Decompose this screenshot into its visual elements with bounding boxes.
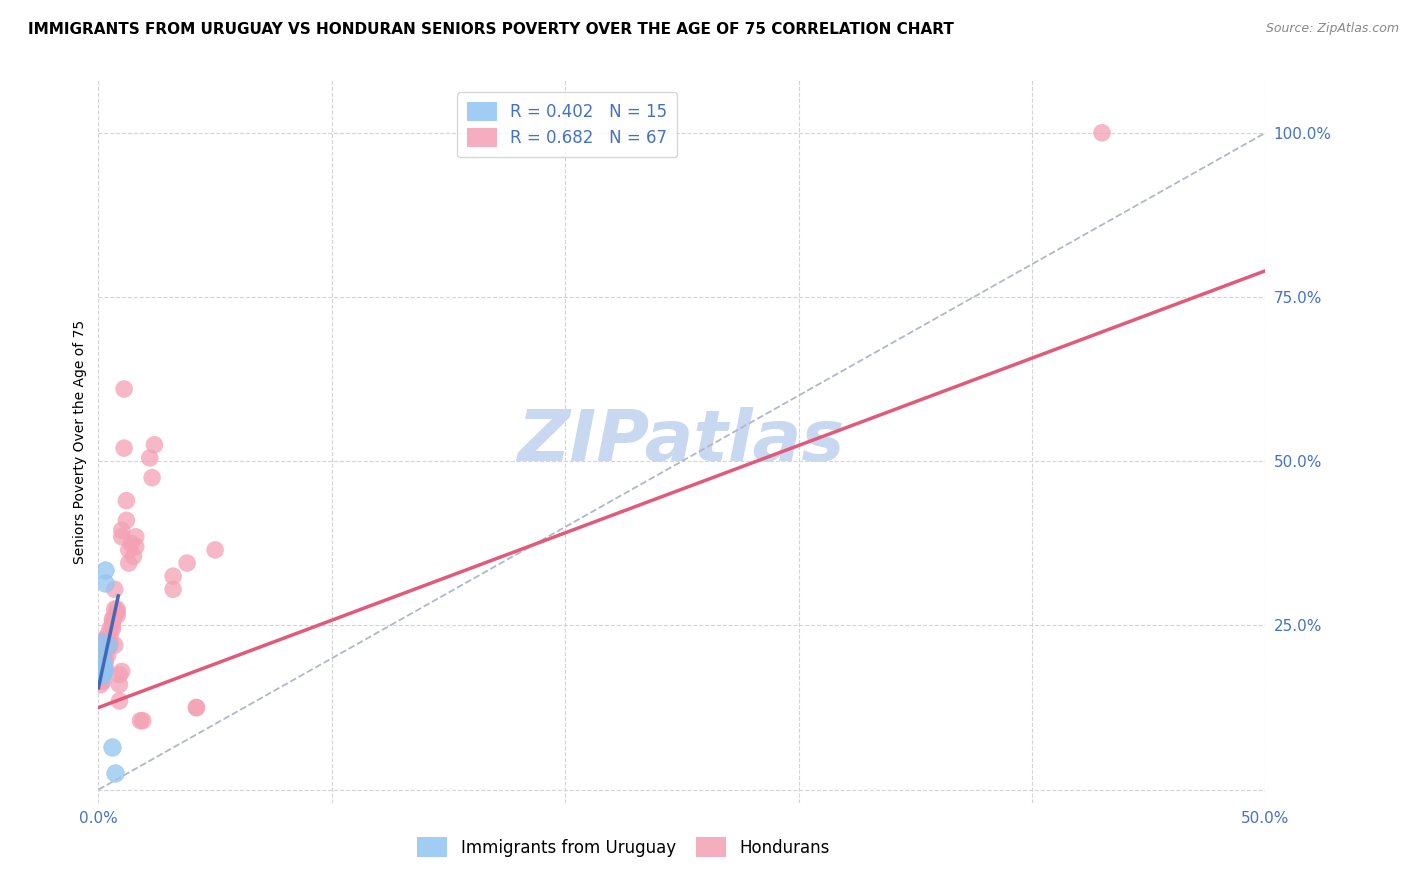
Point — [101, 615, 124, 630]
Point — [91, 655, 114, 669]
Point — [112, 441, 135, 455]
Point — [111, 523, 134, 537]
Point — [91, 661, 114, 675]
Point — [108, 694, 131, 708]
Point — [186, 700, 208, 714]
Point — [122, 549, 145, 564]
Point — [91, 665, 114, 679]
Point — [186, 700, 208, 714]
Point — [98, 622, 121, 636]
Text: IMMIGRANTS FROM URUGUAY VS HONDURAN SENIORS POVERTY OVER THE AGE OF 75 CORRELATI: IMMIGRANTS FROM URUGUAY VS HONDURAN SENI… — [28, 22, 955, 37]
Point — [94, 648, 117, 662]
Point — [94, 641, 117, 656]
Point — [98, 635, 121, 649]
Point — [176, 556, 198, 570]
Point — [91, 648, 114, 662]
Point — [97, 628, 120, 642]
Point — [101, 622, 124, 636]
Point — [90, 674, 112, 689]
Point — [91, 661, 114, 675]
Point — [91, 641, 114, 656]
Point — [120, 536, 142, 550]
Point — [90, 677, 112, 691]
Point — [111, 665, 134, 679]
Point — [118, 556, 141, 570]
Point — [111, 530, 134, 544]
Point — [98, 638, 121, 652]
Point — [105, 602, 128, 616]
Point — [91, 667, 114, 681]
Point — [139, 450, 162, 465]
Point — [94, 655, 117, 669]
Point — [162, 582, 184, 597]
Point — [90, 661, 112, 675]
Point — [108, 677, 131, 691]
Point — [104, 602, 127, 616]
Point — [115, 513, 138, 527]
Point — [94, 632, 117, 646]
Y-axis label: Seniors Poverty Over the Age of 75: Seniors Poverty Over the Age of 75 — [73, 319, 87, 564]
Point — [1091, 126, 1114, 140]
Point — [94, 635, 117, 649]
Text: Source: ZipAtlas.com: Source: ZipAtlas.com — [1265, 22, 1399, 36]
Point — [94, 638, 117, 652]
Point — [94, 563, 117, 577]
Point — [105, 608, 128, 623]
Point — [91, 667, 114, 681]
Point — [90, 655, 112, 669]
Point — [101, 739, 124, 754]
Point — [97, 648, 120, 662]
Point — [90, 667, 112, 681]
Point — [97, 638, 120, 652]
Point — [105, 605, 128, 619]
Point — [162, 569, 184, 583]
Point — [104, 582, 127, 597]
Legend: Immigrants from Uruguay, Hondurans: Immigrants from Uruguay, Hondurans — [408, 828, 839, 867]
Point — [204, 542, 226, 557]
Point — [129, 714, 152, 728]
Point — [101, 618, 124, 632]
Point — [91, 635, 114, 649]
Point — [94, 575, 117, 590]
Point — [143, 438, 166, 452]
Point — [115, 493, 138, 508]
Point — [90, 645, 112, 659]
Point — [108, 667, 131, 681]
Point — [104, 766, 127, 780]
Point — [97, 635, 120, 649]
Point — [90, 671, 112, 685]
Point — [141, 471, 163, 485]
Point — [104, 638, 127, 652]
Point — [91, 665, 114, 679]
Point — [94, 661, 117, 675]
Point — [97, 635, 120, 649]
Point — [132, 714, 155, 728]
Point — [91, 665, 114, 679]
Point — [101, 612, 124, 626]
Point — [90, 661, 112, 675]
Point — [91, 674, 114, 689]
Point — [104, 608, 127, 623]
Point — [125, 540, 148, 554]
Point — [97, 641, 120, 656]
Point — [91, 655, 114, 669]
Point — [112, 382, 135, 396]
Point — [118, 542, 141, 557]
Point — [98, 628, 121, 642]
Point — [125, 530, 148, 544]
Text: ZIPatlas: ZIPatlas — [519, 407, 845, 476]
Point — [90, 635, 112, 649]
